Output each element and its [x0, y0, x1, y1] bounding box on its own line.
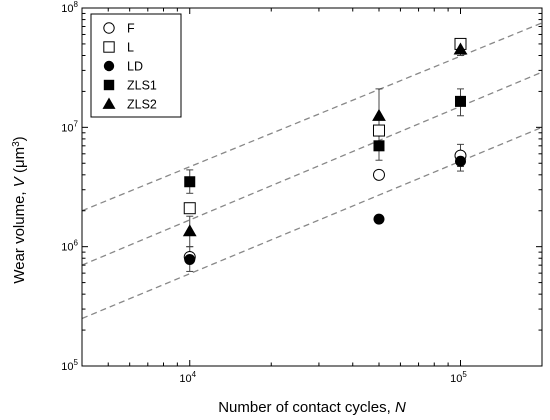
y-axis-title-mid: (μm — [11, 147, 28, 177]
legend-marker-ld — [103, 60, 115, 72]
plot-frame — [81, 7, 543, 367]
point-zls1 — [373, 140, 385, 152]
point-zls2 — [372, 108, 386, 121]
y-tick-label: 105 — [61, 358, 78, 373]
legend: FL LD ZLS1 ZLS2 — [90, 13, 182, 118]
point-zls1 — [184, 176, 196, 188]
point-zls2 — [182, 224, 197, 237]
y-tick-label-exp: 8 — [74, 0, 79, 9]
y-axis-title-sup: 3 — [11, 141, 22, 147]
x-tick-label-base: 10 — [450, 373, 462, 385]
y-axis-title: Wear volume, V (μm3) — [11, 136, 29, 283]
legend-marker-zls1 — [103, 79, 115, 91]
y-tick-label-base: 10 — [61, 242, 73, 254]
legend-marker-l — [103, 41, 115, 53]
y-tick-label-base: 10 — [61, 122, 73, 134]
y-tick-label-exp: 7 — [74, 119, 79, 128]
x-tick-label-base: 10 — [179, 373, 191, 385]
point-f — [372, 168, 385, 181]
y-axis-title-pre: Wear volume, — [11, 187, 28, 283]
y-axis-title-post: ) — [11, 136, 28, 141]
legend-marker-f — [103, 22, 115, 34]
legend-label-zls1: ZLS1 — [127, 79, 157, 93]
y-tick-label: 108 — [61, 0, 78, 15]
x-tick-label: 104 — [179, 370, 196, 385]
y-tick-label: 106 — [61, 239, 78, 254]
point-ld — [184, 254, 196, 266]
y-tick-label: 107 — [61, 119, 78, 134]
point-l — [372, 124, 385, 137]
point-l — [183, 202, 196, 215]
legend-items: FL LD ZLS1 ZLS2 — [102, 22, 157, 112]
legend-label-l: L — [127, 41, 134, 55]
y-tick-label-base: 10 — [61, 3, 73, 15]
x-tick-label-exp: 4 — [192, 370, 197, 379]
y-axis-title-var: V — [11, 175, 28, 187]
y-tick-label-exp: 5 — [74, 358, 79, 367]
x-axis-title-var: N — [395, 399, 406, 416]
legend-label-f: F — [127, 22, 135, 36]
legend-label-ld: LD — [127, 60, 143, 74]
point-zls2 — [453, 42, 468, 55]
error-bars — [186, 43, 464, 272]
legend-marker-zls2 — [102, 97, 116, 109]
point-ld — [373, 213, 385, 225]
point-zls1 — [454, 95, 466, 107]
data-points — [182, 37, 468, 266]
y-tick-label-exp: 6 — [74, 239, 79, 248]
legend-label-zls2: ZLS2 — [127, 98, 157, 112]
x-axis-title: Number of contact cycles, N — [218, 399, 406, 416]
trend-line-3 — [81, 126, 543, 320]
x-tick-label-exp: 5 — [462, 370, 467, 379]
y-tick-label-base: 10 — [61, 361, 73, 373]
x-tick-label: 105 — [450, 370, 467, 385]
point-ld — [454, 155, 466, 167]
x-axis-title-text: Number of contact cycles, — [218, 399, 395, 416]
